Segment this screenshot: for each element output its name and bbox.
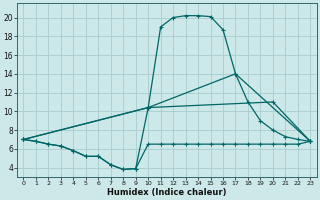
X-axis label: Humidex (Indice chaleur): Humidex (Indice chaleur) (107, 188, 227, 197)
